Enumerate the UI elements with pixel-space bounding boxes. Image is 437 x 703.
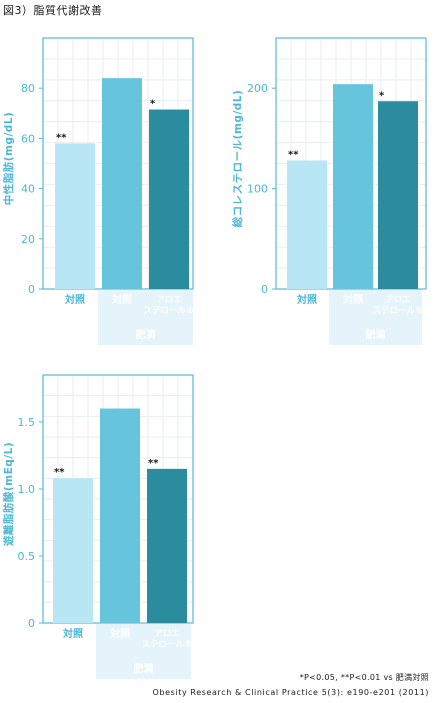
significance-marker: **: [56, 132, 67, 143]
bar: [333, 84, 373, 290]
y-tick-label: 0: [28, 283, 35, 296]
category-label: 対照: [62, 627, 83, 640]
y-tick-label: 20: [21, 233, 35, 246]
bar: [53, 478, 93, 623]
obese-group-band: [98, 290, 193, 345]
y-tick-label: 0: [261, 283, 268, 296]
category-label: アロエ: [385, 295, 411, 305]
bar: [55, 143, 95, 289]
significance-marker: **: [288, 149, 299, 160]
category-label: ステロール®: [141, 640, 192, 650]
y-tick-label: 100: [247, 183, 268, 196]
category-label: 対照: [342, 293, 363, 306]
significance-marker: *: [150, 99, 156, 110]
y-tick-label: 40: [21, 183, 35, 196]
bar: [102, 78, 142, 289]
figure-title: 図3）脂質代謝改善: [3, 4, 103, 17]
significance-marker: *: [379, 90, 385, 101]
category-label: アロエ: [156, 295, 182, 305]
category-label: ステロール®: [372, 306, 423, 316]
y-axis-label: 中性脂肪(mg/dL): [2, 112, 15, 206]
bar: [287, 160, 327, 289]
category-label: 対照: [111, 293, 132, 306]
y-axis-label: 遊離脂肪酸(mEq/L): [2, 442, 15, 546]
y-tick-label: 80: [21, 82, 35, 95]
bar: [378, 101, 418, 289]
category-label: 対照: [64, 293, 85, 306]
obese-group-band: [96, 624, 191, 679]
y-axis-label: 総コレステロール(mg/dL): [231, 90, 244, 228]
obese-group-label: 肥満: [366, 328, 386, 341]
y-tick-label: 1.5: [18, 416, 36, 429]
y-tick-label: 60: [21, 132, 35, 145]
obese-group-band: [329, 290, 422, 345]
category-label: 対照: [109, 627, 130, 640]
bar: [147, 468, 187, 623]
significance-footnote: *P<0.05, **P<0.01 vs 肥満対照: [299, 673, 429, 682]
category-label: ステロール®: [143, 306, 194, 316]
y-tick-label: 200: [247, 82, 268, 95]
obese-group-label: 肥満: [136, 328, 156, 341]
obese-group-label: 肥満: [134, 662, 154, 675]
category-label: アロエ: [154, 629, 180, 639]
significance-marker: **: [148, 458, 159, 469]
y-tick-label: 0.5: [18, 550, 36, 563]
y-tick-label: 0: [28, 617, 35, 630]
bar: [149, 109, 189, 289]
bar: [100, 408, 140, 623]
source-citation: Obesity Research & Clinical Practice 5(3…: [152, 688, 429, 697]
significance-marker: **: [54, 467, 65, 478]
category-label: 対照: [296, 293, 317, 306]
y-tick-label: 1.0: [18, 483, 36, 496]
